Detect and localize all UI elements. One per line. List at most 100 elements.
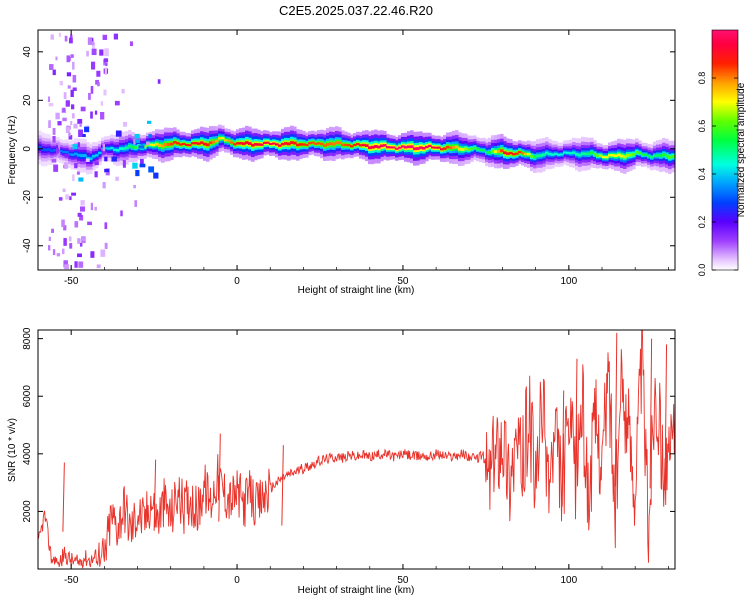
spectrogram-ylabel: Frequency (Hz) [7, 116, 18, 185]
spectrogram-cell [593, 152, 597, 156]
spectrogram-cell [62, 150, 66, 153]
spectrogram-cell [56, 253, 61, 257]
spectrogram-cell [287, 142, 291, 146]
snr-ytick-label: 2000 [22, 500, 33, 523]
spectrogram-cell [143, 145, 147, 148]
spectrogram-cell [157, 79, 161, 84]
spectrogram-cell [52, 249, 56, 256]
spectrogram-cell [617, 153, 621, 157]
spectrogram-cell [404, 146, 408, 149]
spectrogram-cell [119, 147, 123, 151]
spectrogram-cell [133, 139, 136, 145]
spectrogram-cell [74, 261, 78, 268]
spectrogram-cell [153, 172, 159, 179]
spectrogram-cell [524, 153, 528, 156]
spectrogram-cell [92, 155, 96, 158]
spectrogram-cell [62, 117, 67, 122]
spectrogram-cell [51, 228, 55, 233]
spectrogram-cell [149, 143, 153, 146]
spectrogram-cell [668, 155, 672, 159]
spectrogram-cell [61, 219, 65, 228]
spectrogram-xtick-label: 50 [397, 276, 409, 287]
spectrogram-cell [101, 149, 106, 155]
spectrogram-cell [176, 142, 180, 145]
spectrogram-cell [53, 164, 59, 172]
spectrogram-cell [55, 56, 58, 61]
spectrogram-cell [473, 146, 477, 149]
spectrogram-cell [68, 132, 71, 137]
spectrogram-xlabel: Height of straight line (km) [298, 285, 415, 296]
spectrogram-cell [266, 141, 270, 144]
spectrogram-cell [164, 143, 168, 147]
spectrogram-cell [401, 145, 405, 148]
spectrogram-cell [308, 142, 312, 145]
spectrogram-cell [103, 89, 107, 96]
spectrogram-cell [158, 144, 162, 147]
spectrogram-cell [671, 155, 675, 158]
spectrogram-cell [437, 146, 441, 149]
snr-spike [218, 433, 221, 522]
spectrogram-cell [83, 154, 87, 158]
spectrogram-cell [326, 143, 330, 146]
spectrogram-cell [281, 142, 285, 146]
spectrogram-cell [545, 151, 549, 155]
spectrogram-cell [84, 126, 90, 133]
spectrogram-cell [100, 101, 104, 106]
spectrogram-cell [152, 143, 156, 147]
spectrogram-ytick-label: -40 [22, 238, 33, 253]
spectrogram-cell [74, 221, 79, 228]
spectrogram-cell [431, 146, 435, 149]
snr-xtick-label: -50 [64, 575, 79, 586]
spectrogram-cell [102, 181, 106, 189]
spectrogram-cell [614, 154, 618, 158]
spectrogram-cell [87, 221, 92, 226]
spectrogram-cell [587, 152, 591, 156]
spectrogram-cell [257, 143, 261, 146]
spectrogram-cell [65, 194, 70, 200]
spectrogram-cell [662, 153, 666, 157]
spectrogram-cell [539, 154, 543, 158]
spectrogram-cell [107, 147, 111, 150]
spectrogram-cell [629, 153, 633, 157]
spectrogram-cell [53, 149, 57, 152]
spectrogram-cell [148, 166, 155, 173]
spectrogram-cell [58, 142, 61, 151]
spectrogram-cell [569, 152, 573, 155]
spectrogram-cell [72, 87, 77, 91]
snr-spike [561, 390, 565, 507]
spectrogram-cell [72, 144, 78, 150]
spectrogram-cell [80, 154, 84, 158]
spectrogram-cell [77, 238, 81, 244]
spectrogram-cell [146, 141, 150, 145]
colorbar: 0.0 0.2 0.4 0.6 0.8 Normalized spectral ampl… [697, 29, 747, 276]
spectrogram-cell [63, 238, 67, 246]
spectrogram-cell [554, 152, 558, 155]
spectrogram-cell [129, 41, 133, 47]
spectrogram-ytick-label: 20 [22, 94, 33, 106]
spectrogram-cell [104, 242, 108, 249]
spectrogram-ytick-label: 40 [22, 46, 33, 58]
snr-spike [153, 459, 157, 531]
spectrogram-cell [656, 154, 660, 157]
snr-spike [574, 358, 578, 496]
spectrogram-cell [114, 100, 120, 106]
spectrogram-cell [64, 264, 69, 270]
spectrogram-cell [512, 153, 516, 156]
spectrogram-cell [521, 152, 525, 155]
spectrogram-cell [254, 143, 258, 146]
spectrogram-cell [125, 146, 129, 150]
spectrogram-cell [68, 135, 73, 140]
spectrogram-cell [500, 149, 504, 153]
snr-ylabel: SNR (10 * v/v) [7, 418, 18, 482]
spectrogram-cell [49, 64, 54, 70]
spectrogram-cell [78, 261, 84, 268]
spectrogram-cell [90, 85, 94, 94]
spectrogram-cell [428, 144, 432, 148]
spectrogram-cell [458, 147, 462, 151]
spectrogram-cell [509, 151, 513, 155]
spectrogram-cell [91, 42, 96, 49]
spectrogram-cell [221, 137, 225, 140]
spectrogram-cell [203, 142, 207, 146]
spectrogram-cell [230, 141, 234, 144]
spectrogram-cell [581, 152, 585, 156]
